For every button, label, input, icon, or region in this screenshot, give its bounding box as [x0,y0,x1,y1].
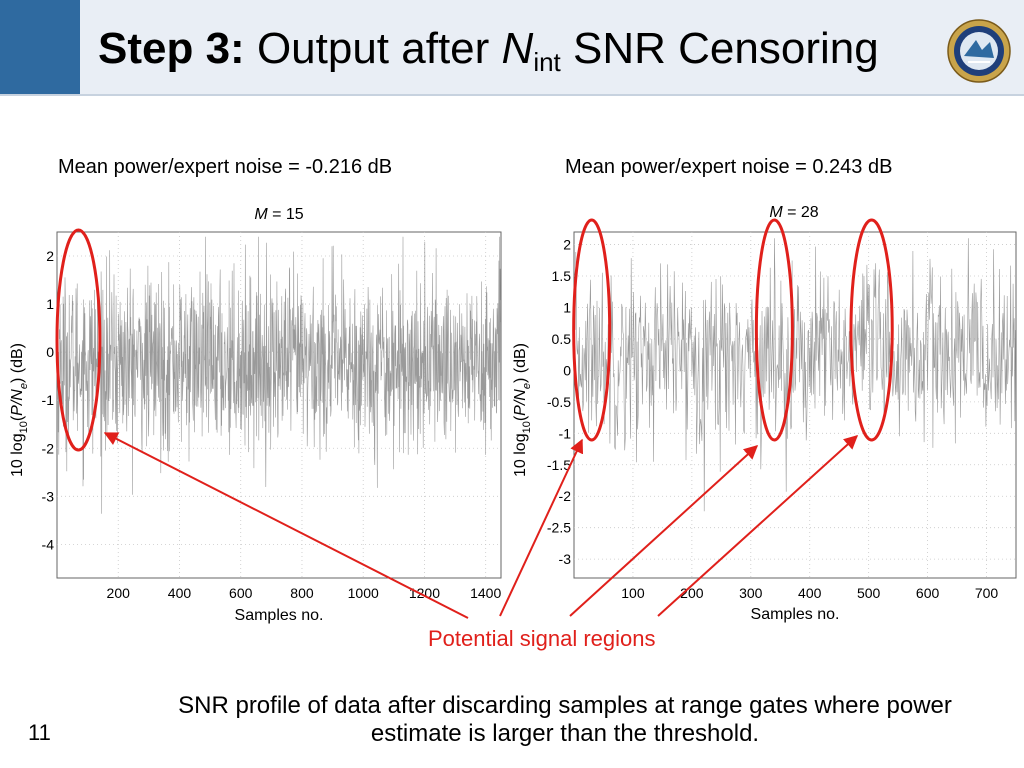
y-label-paren: ( [9,415,26,421]
x-tick-label: 1200 [409,585,440,601]
signal-region-ellipse [849,218,894,442]
y-label-sub10: 10 [521,421,533,433]
signal-region-ellipse [55,228,102,452]
x-axis-label: Samples no. [235,607,324,624]
chart-title-var: M [254,206,268,223]
title-var-sub: int [533,47,561,77]
annotation-arrow [103,432,469,619]
chart-title-value: = 28 [783,204,819,221]
slide-caption: SNR profile of data after discarding sam… [178,692,952,747]
x-tick-label: 100 [621,585,645,601]
y-label-p: P [9,405,26,416]
title-text-1: Output after [256,24,490,73]
y-tick-label: -2 [42,440,55,456]
y-tick-label: -2.5 [547,520,571,536]
y-tick-label: -2 [559,488,572,504]
x-tick-label: 500 [857,585,881,601]
title-text-2: SNR Censoring [573,24,879,73]
plot-area [573,231,1017,579]
series-trace [56,236,501,514]
title-var: N [501,24,534,73]
y-tick-label: 2 [46,248,54,264]
chart-title: M = 15 [254,206,303,223]
left-plot-heading: Mean power/expert noise = -0.216 dB [58,156,393,178]
y-label-p: P [512,405,529,416]
x-tick-label: 600 [916,585,940,601]
y-tick-label: -3 [559,551,572,567]
signal-region-ellipse [754,218,794,442]
slide-header [0,0,1024,96]
annotation-arrow [499,438,584,617]
y-tick-label: 1 [46,296,54,312]
y-tick-label: -1.5 [547,457,571,473]
right-plot-heading: Mean power/expert noise = 0.243 dB [565,156,893,178]
y-tick-label: 0 [46,344,54,360]
y-label-post: ) (dB) [9,343,26,383]
y-label-n: /N [512,389,529,406]
y-tick-label: 0 [563,362,571,378]
x-tick-label: 200 [680,585,704,601]
y-label-paren: ( [512,415,529,421]
chart-title: M = 28 [769,204,818,221]
y-label-pre: 10 log [512,433,529,477]
x-tick-label: 200 [107,585,131,601]
x-tick-label: 600 [229,585,253,601]
x-tick-label: 400 [798,585,822,601]
x-axis-label: Samples no. [751,606,840,623]
y-tick-label: 2 [563,237,571,253]
y-label-pre: 10 log [9,433,26,477]
chart-title-value: = 15 [268,206,304,223]
header-accent-bar [0,0,80,94]
y-label-sub-e: e [18,383,30,389]
x-tick-label: 1400 [470,585,501,601]
x-tick-label: 700 [975,585,999,601]
x-tick-label: 300 [739,585,763,601]
y-tick-label: -1 [559,425,572,441]
signal-region-ellipse [572,218,612,442]
x-tick-label: 800 [290,585,314,601]
series-trace [573,238,1016,512]
y-tick-label: -3 [42,488,55,504]
y-label-n: /N [9,389,26,406]
x-tick-label: 400 [168,585,192,601]
annotation-arrow [569,445,759,617]
y-label-post: ) (dB) [512,343,529,383]
annotation-arrows [103,432,859,619]
potential-signal-label: Potential signal regions [428,626,656,651]
title-step: Step 3: [98,24,245,73]
y-tick-label: -4 [42,536,55,552]
y-tick-label: 1.5 [552,268,572,284]
slide-title: Step 3: Output after Nint SNR Censoring [98,22,879,89]
y-tick-label: 0.5 [552,331,572,347]
y-axis-label: 10 log10(P/Ne) (dB) [512,343,533,477]
chart-title-var: M [769,204,783,221]
y-label-sub10: 10 [18,421,30,433]
y-tick-label: 1 [563,299,571,315]
chart-panel-2: 100 200 300 400 500 600 700 2 1.5 1 0.5 0 -0.5 -1 -1.5… [512,204,1017,623]
plot-area [56,231,502,579]
y-tick-label: -0.5 [547,394,571,410]
annotation-arrow [657,435,859,617]
y-label-sub-e: e [521,383,533,389]
y-axis-label: 10 log10(P/Ne) (dB) [9,343,30,477]
page-number: 11 [28,720,51,745]
x-tick-label: 1000 [348,585,379,601]
y-tick-label: -1 [42,392,55,408]
seal-logo-icon [947,19,1011,83]
